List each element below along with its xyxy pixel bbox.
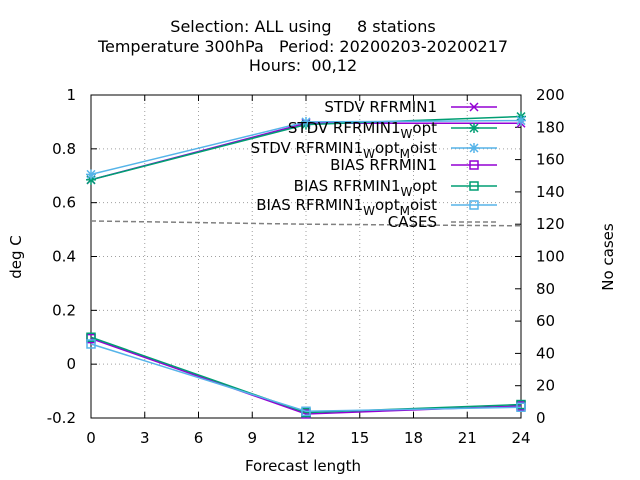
- x-tick-label: 24: [511, 429, 530, 447]
- legend-marker-2: [469, 143, 479, 153]
- y2-tick-label: 60: [536, 312, 555, 330]
- legend-label-rest: oist: [410, 196, 437, 214]
- y2-tick-label: 80: [536, 280, 555, 298]
- y2-axis-label: No cases: [599, 223, 617, 291]
- x-tick-label: 9: [247, 429, 257, 447]
- title-line-2: Temperature 300hPa Period: 20200203-2020…: [97, 37, 509, 56]
- y2-tick-label: 200: [536, 86, 565, 104]
- legend-label-3: BIAS RFRMIN1: [330, 156, 437, 174]
- legend-label-main: STDV RFRMIN1: [324, 98, 437, 116]
- x-tick-label: 12: [296, 429, 315, 447]
- legend-subscript: W: [363, 147, 375, 161]
- legend-subscript: M: [400, 147, 410, 161]
- marker-square: [86, 332, 96, 342]
- y-tick-label: -0.2: [47, 409, 76, 427]
- legend-label-main: BIAS RFRMIN1: [330, 156, 437, 174]
- marker-square: [516, 402, 526, 412]
- y2-tick-label: 160: [536, 151, 565, 169]
- y-tick-label: 0: [66, 355, 76, 373]
- legend-marker-3: [469, 160, 479, 170]
- legend-label-2: STDV RFRMIN1WoptMoist: [251, 139, 438, 161]
- marker-square: [86, 339, 96, 349]
- data-point-5-2: [516, 402, 526, 412]
- series-line-3: [90, 337, 522, 415]
- legend-marker-4: [469, 181, 479, 191]
- legend-label-rest: opt: [375, 196, 400, 214]
- legend-label-main: BIAS RFRMIN1: [294, 177, 401, 195]
- legend-label-4: BIAS RFRMIN1Wopt: [294, 177, 437, 199]
- marker-square: [469, 160, 479, 170]
- legend-marker-1: [469, 123, 479, 133]
- marker-square: [469, 200, 479, 210]
- legend-label-0: STDV RFRMIN1: [324, 98, 437, 116]
- legend-label-rest: oist: [410, 139, 437, 157]
- x-tick-label: 18: [404, 429, 423, 447]
- y-axis-label: deg C: [7, 235, 25, 279]
- data-point-2-0: [86, 169, 96, 180]
- x-tick-label: 0: [86, 429, 96, 447]
- x-tick-label: 15: [350, 429, 369, 447]
- legend-label-rest: opt: [412, 177, 437, 195]
- data-point-2-1: [301, 116, 311, 127]
- x-tick-label: 3: [140, 429, 150, 447]
- marker-square: [469, 181, 479, 191]
- y-tick-label: 0.4: [52, 248, 76, 266]
- y2-tick-label: 180: [536, 118, 565, 136]
- legend-label-1: STDV RFRMIN1Wopt: [288, 119, 437, 141]
- legend-subscript: W: [363, 204, 375, 218]
- data-point-5-0: [86, 339, 96, 349]
- legend-label-rest: opt: [375, 139, 400, 157]
- x-tick-label: 21: [458, 429, 477, 447]
- data-point-5-1: [301, 406, 311, 417]
- legend-subscript: W: [401, 127, 413, 141]
- axis-ticks: 0 3 6 9 12 15 18 21 24 -0.2 0 0.2 0.4 0.6 0.8 1 0 20 40 60 8…: [47, 86, 565, 447]
- marker-stroke: [469, 102, 479, 112]
- series-layer: [86, 111, 526, 419]
- x-tick-label: 6: [194, 429, 204, 447]
- y2-tick-label: 100: [536, 248, 565, 266]
- y-tick-label: 0.8: [52, 140, 76, 158]
- series-line-5: [90, 343, 522, 413]
- legend-marker-0: [469, 102, 479, 112]
- y2-tick-label: 0: [536, 409, 546, 427]
- data-point-4-0: [86, 332, 96, 342]
- legend-label-rest: opt: [412, 119, 437, 137]
- legend-label-main: STDV RFRMIN1: [251, 139, 364, 157]
- y-tick-label: 0.6: [52, 194, 76, 212]
- title-line-1: Selection: ALL using 8 stations: [170, 17, 436, 36]
- y2-tick-label: 120: [536, 215, 565, 233]
- marker-square: [301, 406, 311, 417]
- legend-subscript: W: [401, 185, 413, 199]
- data-point-2-2: [516, 115, 526, 126]
- legend-subscript: M: [400, 204, 410, 218]
- legend-label-5: BIAS RFRMIN1WoptMoist: [256, 196, 437, 218]
- legend-marker-5: [469, 200, 479, 210]
- legend-label-main: STDV RFRMIN1: [288, 119, 401, 137]
- legend-label-main: CASES: [388, 213, 437, 231]
- y-tick-label: 1: [66, 86, 76, 104]
- y2-tick-label: 40: [536, 344, 555, 362]
- y-tick-label: 0.2: [52, 301, 76, 319]
- title-line-3: Hours: 00,12: [248, 56, 358, 75]
- y2-tick-label: 20: [536, 377, 555, 395]
- series-line-4: [90, 336, 522, 414]
- legend-label-6: CASES: [388, 213, 437, 231]
- y2-tick-label: 140: [536, 183, 565, 201]
- x-axis-label: Forecast length: [245, 457, 361, 475]
- legend-label-main: BIAS RFRMIN1: [256, 196, 363, 214]
